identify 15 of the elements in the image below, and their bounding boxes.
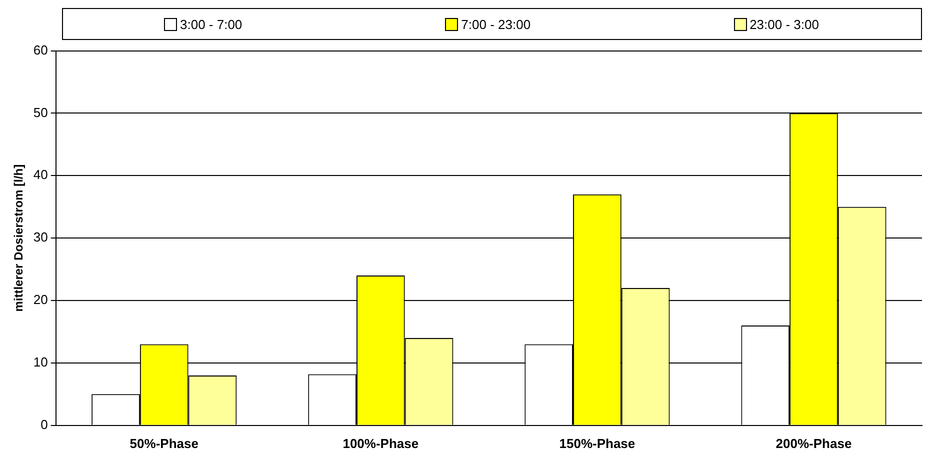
- y-tick-label: 30: [33, 230, 48, 245]
- y-tick-label: 50: [33, 104, 48, 120]
- legend-label: 3:00 - 7:00: [180, 16, 242, 32]
- x-tick-label: 50%-Phase: [130, 436, 198, 451]
- y-tick-label: 10: [33, 354, 48, 370]
- y-tick-label: 20: [33, 292, 48, 308]
- x-tick-label: 200%-Phase: [776, 436, 852, 451]
- y-tick-label: 40: [33, 167, 48, 182]
- legend-label: 23:00 - 3:00: [750, 16, 819, 32]
- x-tick-label: 100%-Phase: [342, 436, 419, 451]
- legend-label: 7:00 - 23:00: [461, 16, 531, 32]
- y-tick-label: 0: [40, 416, 48, 432]
- y-tick-label: 60: [33, 42, 48, 58]
- x-tick-label: 150%-Phase: [559, 436, 636, 451]
- y-axis-title: mittlerer Dosierstrom [l/h]: [12, 164, 26, 312]
